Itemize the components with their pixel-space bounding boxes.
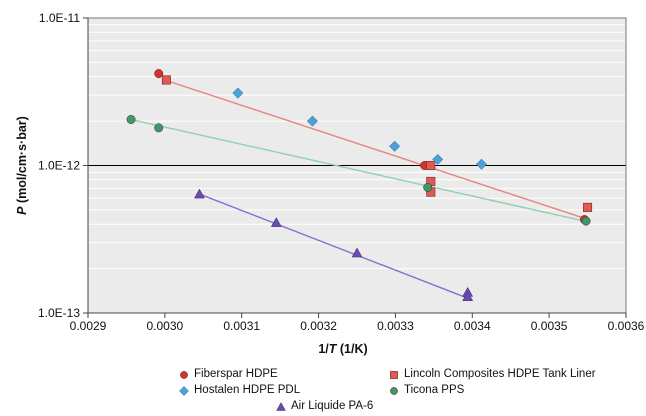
data-point [389,140,401,152]
x-tick-label: 0.0030 [147,319,184,333]
y-axis-title: P (mol/cm·s·bar) [15,116,29,215]
data-point [194,188,205,199]
legend-label: Hostalen HDPE PDL [194,384,301,396]
x-tick-label: 0.0029 [70,319,107,333]
data-point [126,115,136,124]
data-point [232,87,244,99]
legend-marker-shape [179,386,189,396]
x-tick-label: 0.0036 [608,319,645,333]
axis-labels: 0.0029 0.0030 0.0031 0.0032 0.0033 0.0034 0.00… [15,11,645,356]
y-tick-label: 1.0E-13 [38,306,80,320]
data-point [432,153,444,165]
grid-lines [88,24,626,270]
trendline-circle [130,118,588,223]
legend-label: Air Liquide PA-6 [291,400,374,412]
y-tick-label: 1.0E-11 [39,11,80,25]
legend-label: Fiberspar HDPE [194,368,278,380]
data-point [426,161,436,171]
legend-marker-shape [390,371,398,379]
legend-marker [276,402,286,411]
legend-marker-shape [180,371,188,379]
legend-label: Lincoln Composites HDPE Tank Liner [404,368,596,380]
x-axis-title: 1/T (1/K) [318,342,367,356]
legend-marker-shape [390,387,398,395]
data-point [462,291,474,301]
data-point [270,217,282,227]
data-point [306,115,318,127]
legend-marker [390,387,398,395]
data-point [154,69,164,79]
x-tick-label: 0.0032 [300,319,337,333]
legend-marker [180,371,188,379]
trendline-circle [164,79,584,219]
legend-marker [390,371,398,379]
axes [83,17,627,318]
data-point [475,158,488,170]
legend-marker-shape [276,402,286,411]
data-points [126,69,593,301]
x-tick-label: 0.0033 [377,319,414,333]
data-point [154,123,164,133]
y-tick-label: 1.0E-12 [38,159,80,173]
x-tick-label: 0.0034 [454,319,491,333]
data-point [423,182,433,192]
data-point [581,216,591,226]
legend-label: Ticona PPS [404,384,465,396]
x-tick-label: 0.0031 [223,319,260,333]
data-point [583,202,593,212]
trend-lines [130,79,588,299]
data-point [351,247,363,258]
x-tick-label: 0.0035 [531,319,568,333]
trendline-triangle [199,193,468,299]
legend-marker [179,386,189,396]
data-point [161,75,171,85]
